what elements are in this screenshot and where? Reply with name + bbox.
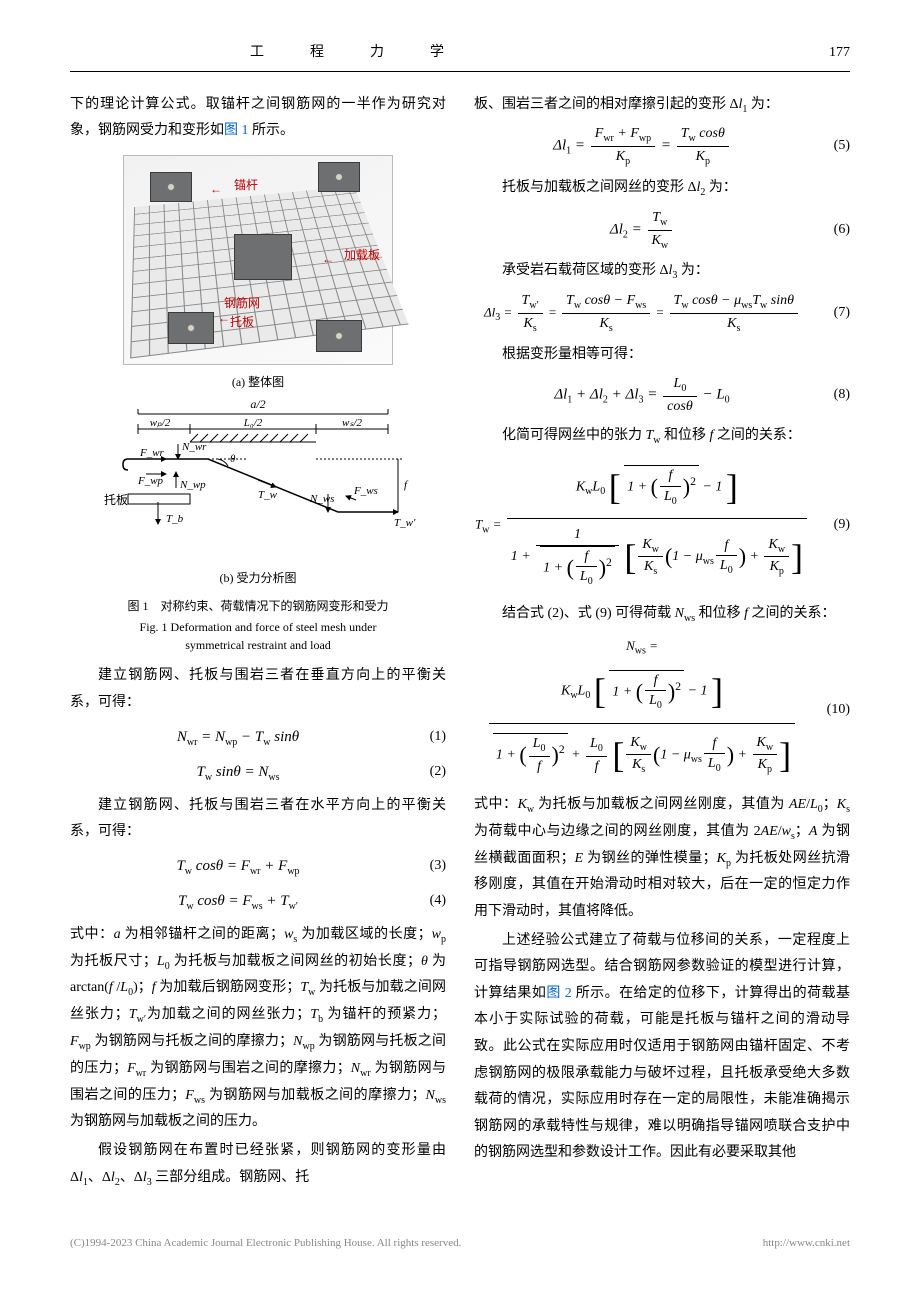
figure-1b-subcaption: (b) 受力分析图 (70, 567, 446, 590)
svg-text:T_w: T_w (258, 489, 278, 501)
page-footer: (C)1994-2023 China Academic Journal Elec… (70, 1233, 850, 1254)
left-p4: 式中：a 为相邻锚杆之间的距离；ws 为加载区域的长度；wp 为托板尺寸；L0 … (70, 922, 446, 1136)
footer-copyright: (C)1994-2023 China Academic Journal Elec… (70, 1233, 461, 1254)
annot-pallet: 托板 (230, 311, 254, 334)
figure-1a-3d-view: 锚杆 ← 加载板 ← 钢筋网 托板 ← (123, 155, 393, 365)
two-column-layout: 下的理论计算公式。取锚杆之间钢筋网的一半作为研究对象，钢筋网受力和变形如图 1 … (70, 92, 850, 1194)
svg-text:a/2: a/2 (250, 397, 265, 411)
equation-4: Tw cosθ = Fws + Tw′ (4) (70, 887, 446, 916)
equation-1: Nwr = Nwp − Tw sinθ (1) (70, 723, 446, 752)
corner-block-1 (150, 172, 192, 202)
equation-8: Δl1 + Δl2 + Δl3 = L0cosθ − L0 (8) (474, 374, 850, 416)
svg-text:N_wr: N_wr (181, 441, 207, 453)
footer-url[interactable]: http://www.cnki.net (763, 1233, 850, 1254)
right-column: 板、围岩三者之间的相对摩擦引起的变形 Δl1 为： Δl1 = Fwr + Fw… (474, 92, 850, 1194)
fig1-ref-link[interactable]: 图 1 (224, 123, 249, 138)
svg-text:T_w': T_w' (394, 517, 416, 529)
arrow-icon: ← (218, 307, 230, 330)
fig2-ref-link[interactable]: 图 2 (546, 986, 571, 1001)
equation-3: Tw cosθ = Fwr + Fwp (3) (70, 852, 446, 881)
right-p5: 化简可得网丝中的张力 Tw 和位移 f 之间的关系： (474, 423, 850, 450)
corner-block-2 (318, 162, 360, 192)
right-p1: 板、围岩三者之间的相对摩擦引起的变形 Δl1 为： (474, 92, 850, 119)
svg-text:T_b: T_b (166, 513, 184, 525)
svg-text:N_ws: N_ws (309, 493, 334, 505)
svg-text:wₚ/2: wₚ/2 (150, 417, 171, 429)
right-p4: 根据变形量相等可得： (474, 342, 850, 369)
page-header: 工 程 力 学 177 (70, 40, 850, 72)
left-p3: 建立钢筋网、托板与围岩三者在水平方向上的平衡关系，可得： (70, 793, 446, 846)
svg-text:F_ws: F_ws (353, 485, 378, 497)
left-p1: 下的理论计算公式。取锚杆之间钢筋网的一半作为研究对象，钢筋网受力和变形如图 1 … (70, 92, 446, 145)
svg-text:L₀/2: L₀/2 (243, 417, 263, 429)
annot-anchor-bolt: 锚杆 (234, 174, 258, 197)
equation-5: Δl1 = Fwr + FwpKp = Tw cosθKp (5) (474, 124, 850, 169)
equation-7: Δl3 = Tw′Ks = Tw cosθ − FwsKs = Tw cosθ … (474, 291, 850, 336)
equation-6: Δl2 = TwKw (6) (474, 208, 850, 253)
figure-1-caption-en-l1: Fig. 1 Deformation and force of steel me… (70, 620, 446, 636)
left-p5: 假设钢筋网在布置时已经张紧，则钢筋网的变形量由 Δl1、Δl2、Δl3 三部分组… (70, 1138, 446, 1191)
right-p6: 结合式 (2)、式 (9) 可得荷载 Nws 和位移 f 之间的关系： (474, 601, 850, 628)
right-p2: 托板与加载板之间网丝的变形 Δl2 为： (474, 175, 850, 202)
arrow-icon: ← (210, 178, 222, 201)
equation-9: Tw = KwL0 [ 1 + (fL0)2 − 1 ] 1 + 11 + (f… (474, 456, 850, 595)
annot-load-plate: 加载板 (344, 244, 380, 267)
equation-10: Nws = KwL0 [ 1 + (fL0)2 − 1 ] 1 + (L0f)2… (474, 634, 850, 786)
right-p7: 式中：Kw 为托板与加载板之间网丝刚度，其值为 AE/L0；Ks 为荷载中心与边… (474, 792, 850, 926)
figure-1-caption-en-l2: symmetrical restraint and load (70, 638, 446, 654)
svg-text:托板: 托板 (104, 493, 128, 507)
svg-text:wₛ/2: wₛ/2 (342, 417, 362, 429)
right-p8: 上述经验公式建立了荷载与位移间的关系，一定程度上可指导钢筋网选型。结合钢筋网参数… (474, 928, 850, 1167)
svg-text:F_wp: F_wp (137, 475, 164, 487)
corner-block-3 (168, 312, 214, 344)
left-p2: 建立钢筋网、托板与围岩三者在垂直方向上的平衡关系，可得： (70, 663, 446, 716)
left-column: 下的理论计算公式。取锚杆之间钢筋网的一半作为研究对象，钢筋网受力和变形如图 1 … (70, 92, 446, 1194)
corner-block-4 (316, 320, 362, 352)
journal-title: 工 程 力 学 (250, 40, 460, 67)
figure-1-caption-zh: 图 1 对称约束、荷载情况下的钢筋网变形和受力 (70, 595, 446, 618)
page-number: 177 (829, 40, 850, 67)
svg-text:f: f (404, 479, 409, 491)
svg-text:F_wr: F_wr (139, 447, 165, 459)
figure-1b-force-diagram: a/2 wₚ/2 L₀/2 wₛ/2 (98, 394, 418, 564)
arrow-icon: ← (322, 248, 334, 271)
equation-2: Tw sinθ = Nws (2) (70, 758, 446, 787)
figure-1a-subcaption: (a) 整体图 (70, 371, 446, 394)
bolt-icon (167, 183, 175, 191)
svg-text:N_wp: N_wp (179, 479, 206, 491)
load-plate-block (234, 234, 292, 280)
figure-1: 锚杆 ← 加载板 ← 钢筋网 托板 ← (a) 整体图 a/2 wₚ/2 L₀/… (70, 155, 446, 654)
right-p3: 承受岩石载荷区域的变形 Δl3 为： (474, 258, 850, 285)
